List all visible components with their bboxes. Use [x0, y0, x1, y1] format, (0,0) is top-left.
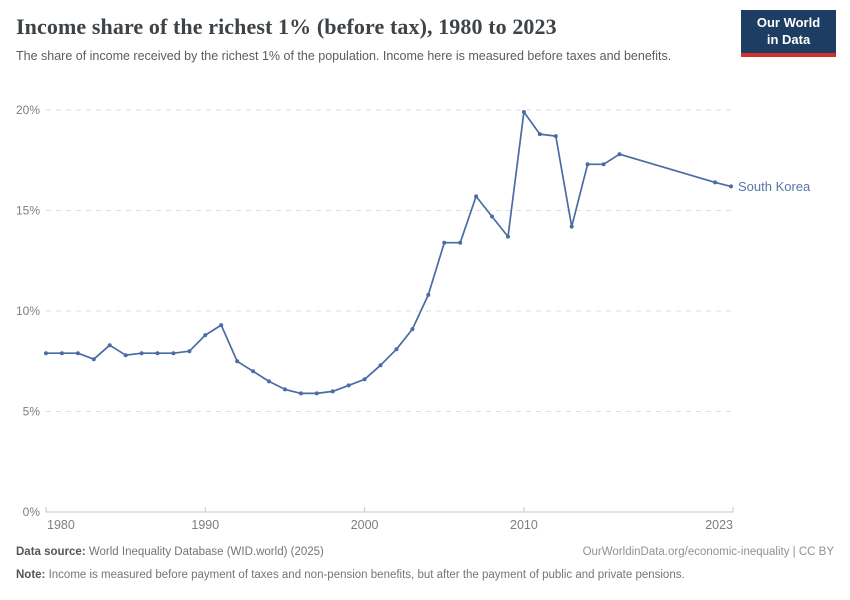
data-point[interactable]	[537, 132, 542, 137]
chart-header: Income share of the richest 1% (before t…	[16, 14, 836, 66]
note-label: Note:	[16, 569, 46, 582]
x-tick-label: 2023	[705, 518, 733, 532]
data-point[interactable]	[521, 110, 526, 114]
data-point[interactable]	[107, 343, 112, 348]
data-point[interactable]	[59, 351, 64, 356]
y-tick-label: 10%	[16, 304, 40, 318]
x-tick-label: 1990	[191, 518, 219, 532]
data-point[interactable]	[617, 152, 622, 157]
data-point[interactable]	[44, 351, 48, 356]
data-point[interactable]	[346, 383, 351, 388]
data-point[interactable]	[91, 357, 96, 362]
footer-note-row: Note: Income is measured before payment …	[16, 567, 834, 583]
series-line	[45, 111, 732, 395]
chart-footer: Data source: World Inequality Database (…	[16, 544, 834, 583]
chart-subtitle: The share of income received by the rich…	[16, 49, 672, 64]
data-point[interactable]	[474, 194, 479, 199]
data-point[interactable]	[75, 351, 80, 356]
data-point[interactable]	[601, 162, 606, 167]
data-point[interactable]	[187, 349, 192, 354]
data-point[interactable]	[298, 391, 303, 396]
data-source-line: Data source: World Inequality Database (…	[16, 544, 324, 560]
data-point[interactable]	[442, 240, 447, 245]
page-title: Income share of the richest 1% (before t…	[16, 14, 557, 39]
x-tick-label: 2010	[510, 518, 538, 532]
owid-logo-line2: in Data	[766, 31, 811, 47]
y-tick-label: 5%	[23, 405, 41, 419]
note-text: Income is measured before payment of tax…	[45, 569, 685, 582]
data-point[interactable]	[203, 333, 208, 338]
y-tick-label: 0%	[23, 505, 41, 519]
data-point[interactable]	[458, 240, 463, 245]
data-point[interactable]	[394, 347, 399, 352]
data-point[interactable]	[490, 214, 494, 219]
series-label[interactable]: South Korea	[738, 179, 811, 194]
data-source-label: Data source:	[16, 546, 86, 558]
data-point[interactable]	[729, 184, 733, 189]
data-point[interactable]	[410, 327, 415, 332]
footer-source-row: Data source: World Inequality Database (…	[16, 544, 834, 560]
y-tick-label: 15%	[16, 204, 40, 218]
data-point[interactable]	[362, 377, 367, 382]
data-point[interactable]	[378, 363, 383, 368]
data-point[interactable]	[235, 359, 240, 364]
data-point[interactable]	[123, 353, 128, 358]
data-point[interactable]	[569, 224, 574, 229]
data-point[interactable]	[267, 379, 271, 384]
data-point[interactable]	[553, 134, 558, 139]
data-point[interactable]	[426, 292, 431, 297]
data-point[interactable]	[155, 351, 160, 356]
data-point[interactable]	[330, 389, 335, 394]
owid-url-link[interactable]: OurWorldinData.org/economic-inequality |…	[582, 546, 834, 558]
data-point[interactable]	[713, 180, 718, 185]
x-tick-label: 2000	[351, 518, 379, 532]
data-point[interactable]	[283, 387, 287, 392]
data-point[interactable]	[171, 351, 176, 356]
x-tick-label: 1980	[47, 518, 75, 532]
x-axis-line	[45, 507, 734, 513]
y-tick-label: 20%	[16, 103, 40, 117]
owid-logo[interactable]: Our World in Data	[741, 10, 836, 57]
data-point[interactable]	[219, 323, 224, 328]
data-point[interactable]	[506, 234, 510, 239]
data-point[interactable]	[585, 162, 590, 167]
owid-logo-line1: Our World	[756, 15, 821, 30]
data-source-value[interactable]: World Inequality Database (WID.world) (2…	[85, 546, 324, 558]
data-point[interactable]	[251, 369, 256, 374]
data-point[interactable]	[139, 351, 144, 356]
data-point[interactable]	[314, 391, 319, 396]
